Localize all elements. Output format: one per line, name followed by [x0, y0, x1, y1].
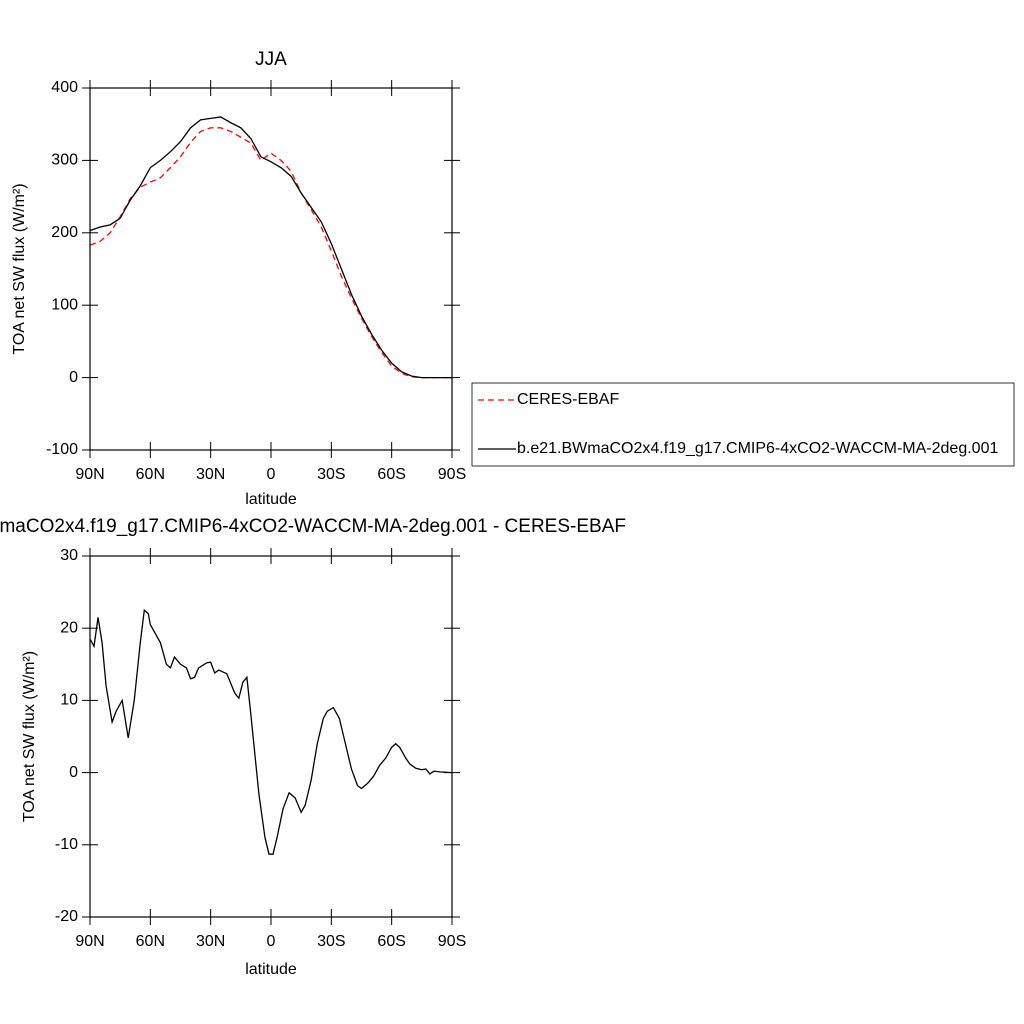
x-tick-label: 90N [75, 466, 104, 483]
y-tick-label: 0 [69, 369, 78, 386]
x-tick-label: 60S [377, 933, 405, 950]
x-tick-label: 60N [136, 933, 165, 950]
x-tick-label: 0 [267, 933, 276, 950]
legend-label: CERES-EBAF [517, 391, 619, 408]
y-tick-label: 400 [51, 79, 78, 96]
y-tick-label: -10 [55, 836, 78, 853]
x-tick-label: 30S [317, 466, 345, 483]
y-tick-label: -20 [55, 908, 78, 925]
data-line [89, 127, 452, 379]
y-tick-label: 30 [60, 547, 78, 564]
x-axis-label: latitude [245, 961, 297, 978]
legend-box [471, 382, 1015, 467]
chart-title: JJA [255, 49, 287, 70]
x-tick-label: 60N [136, 466, 165, 483]
y-axis-label: TOA net SW flux (W/m²) [21, 651, 38, 822]
data-line [89, 116, 452, 379]
y-tick-label: 200 [51, 224, 78, 241]
y-tick-label: 10 [60, 692, 78, 709]
y-axis-label: TOA net SW flux (W/m²) [11, 183, 28, 354]
y-tick-label: 300 [51, 152, 78, 169]
chart-title: b.e21.BWmaCO2x4.f19_g17.CMIP6-4xCO2-WACC… [0, 516, 626, 537]
x-tick-label: 90S [438, 933, 466, 950]
y-tick-label: -100 [46, 441, 78, 458]
x-tick-label: 30S [317, 933, 345, 950]
legend-label: b.e21.BWmaCO2x4.f19_g17.CMIP6-4xCO2-WACC… [517, 440, 998, 457]
y-tick-label: 20 [60, 619, 78, 636]
data-line [89, 608, 453, 855]
plot-frame [89, 87, 453, 451]
x-tick-label: 60S [377, 466, 405, 483]
x-axis-label: latitude [245, 491, 297, 508]
x-tick-label: 30N [196, 933, 225, 950]
y-tick-label: 0 [69, 764, 78, 781]
x-tick-label: 90N [75, 933, 104, 950]
y-tick-label: 100 [51, 296, 78, 313]
x-tick-label: 0 [267, 466, 276, 483]
x-tick-label: 30N [196, 466, 225, 483]
x-tick-label: 90S [438, 466, 466, 483]
plot-frame [89, 555, 453, 918]
